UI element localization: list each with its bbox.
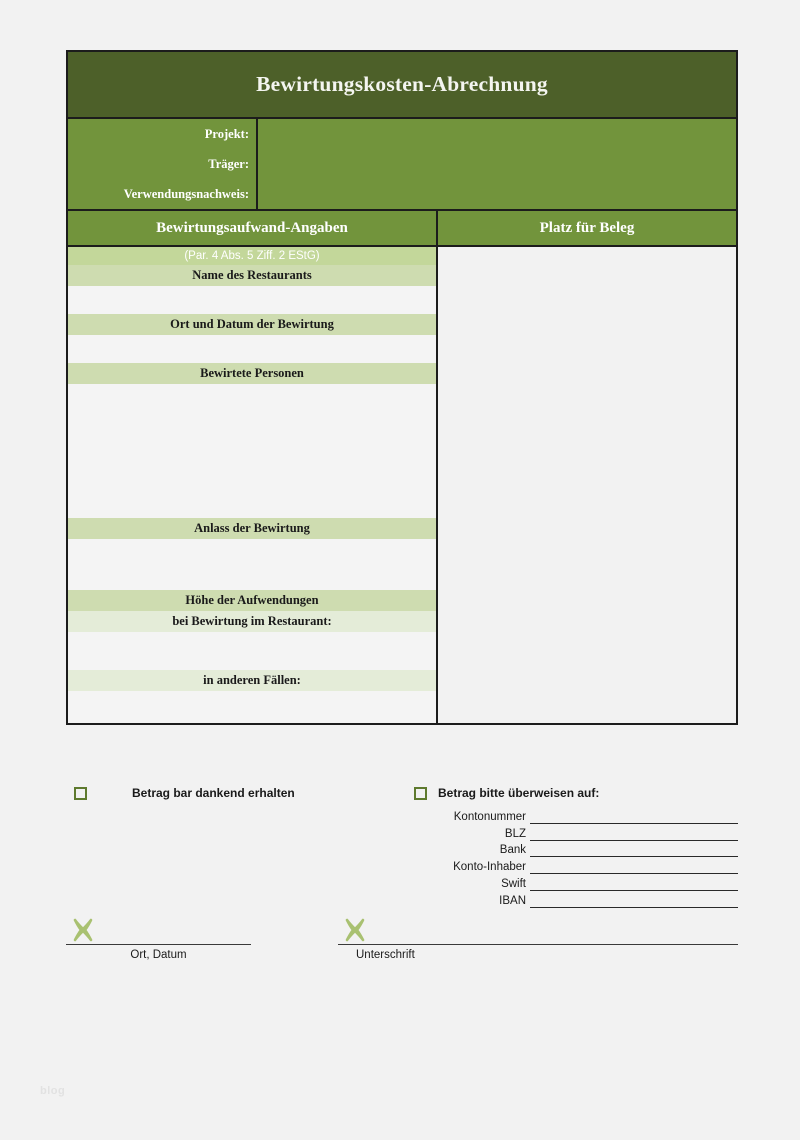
bank-row-bank: Bank bbox=[414, 841, 738, 858]
field-input-restaurant-name[interactable] bbox=[68, 286, 436, 314]
page-title: Bewirtungskosten-Abrechnung bbox=[256, 72, 548, 96]
receipt-attachment-area[interactable] bbox=[438, 247, 736, 723]
bank-input-konto-inhaber[interactable] bbox=[530, 858, 738, 875]
field-label-entertained-persons: Bewirtete Personen bbox=[68, 363, 436, 384]
angaben-column: (Par. 4 Abs. 5 Ziff. 2 EStG) Name des Re… bbox=[68, 247, 438, 723]
bank-details-group: Kontonummer BLZ Bank Konto-Inhaber Swift… bbox=[414, 807, 738, 908]
field-input-other-cases[interactable] bbox=[68, 691, 436, 723]
field-input-occasion[interactable] bbox=[68, 539, 436, 590]
meta-label-traeger: Träger: bbox=[208, 156, 249, 171]
bank-input-iban[interactable] bbox=[530, 892, 738, 908]
checkbox-cash-received[interactable] bbox=[74, 786, 87, 800]
bank-input-swift[interactable] bbox=[530, 875, 738, 891]
signature-line-place-date[interactable] bbox=[66, 944, 251, 945]
form-body: (Par. 4 Abs. 5 Ziff. 2 EStG) Name des Re… bbox=[68, 247, 736, 723]
meta-input-projekt[interactable] bbox=[258, 119, 736, 149]
signature-x-icon bbox=[338, 918, 738, 944]
meta-band: Projekt: Träger: Verwendungsnachweis: bbox=[68, 119, 736, 211]
signature-block-place-date: Ort, Datum bbox=[66, 918, 251, 961]
field-label-other-cases: in anderen Fällen: bbox=[68, 670, 436, 691]
signature-line-signature[interactable] bbox=[338, 944, 738, 945]
legal-reference-band: (Par. 4 Abs. 5 Ziff. 2 EStG) bbox=[68, 247, 436, 265]
field-input-entertained-persons[interactable] bbox=[68, 384, 436, 518]
cash-payment-option[interactable]: Betrag bar dankend erhalten bbox=[74, 786, 295, 800]
field-label-restaurant-name: Name des Restaurants bbox=[68, 265, 436, 286]
signature-x-icon bbox=[66, 918, 251, 944]
field-input-at-restaurant[interactable] bbox=[68, 632, 436, 670]
bank-row-kontonummer: Kontonummer bbox=[414, 807, 738, 824]
field-label-place-and-date: Ort und Datum der Bewirtung bbox=[68, 314, 436, 335]
meta-input-traeger[interactable] bbox=[258, 149, 736, 179]
checkbox-bank-transfer[interactable] bbox=[414, 786, 427, 800]
bank-row-swift: Swift bbox=[414, 874, 738, 891]
meta-input-verwendungsnachweis[interactable] bbox=[258, 179, 736, 209]
bank-input-bank[interactable] bbox=[530, 841, 738, 858]
bank-row-konto-inhaber: Konto-Inhaber bbox=[414, 857, 738, 875]
page-watermark: blog bbox=[40, 1085, 66, 1097]
cash-payment-label: Betrag bar dankend erhalten bbox=[132, 786, 295, 800]
meta-label-verwendungsnachweis: Verwendungsnachweis: bbox=[123, 186, 249, 201]
expense-form-table: Bewirtungskosten-Abrechnung Projekt: Trä… bbox=[66, 50, 738, 725]
bank-transfer-label: Betrag bitte überweisen auf: bbox=[438, 786, 600, 800]
signature-caption-signature: Unterschrift bbox=[356, 949, 415, 961]
column-header-row: Bewirtungsaufwand-Angaben Platz für Bele… bbox=[68, 211, 736, 247]
bank-row-blz: BLZ bbox=[414, 824, 738, 841]
field-label-expense-amount: Höhe der Aufwendungen bbox=[68, 590, 436, 611]
meta-value-column bbox=[258, 119, 736, 209]
form-title-band: Bewirtungskosten-Abrechnung bbox=[68, 52, 736, 119]
meta-label-projekt: Projekt: bbox=[204, 126, 249, 141]
signature-block-signature: Unterschrift bbox=[338, 918, 738, 961]
signature-caption-place-date: Ort, Datum bbox=[130, 949, 187, 961]
bank-input-kontonummer[interactable] bbox=[530, 808, 738, 824]
column-header-beleg: Platz für Beleg bbox=[539, 219, 635, 236]
meta-label-column: Projekt: Träger: Verwendungsnachweis: bbox=[68, 119, 258, 209]
field-label-occasion: Anlass der Bewirtung bbox=[68, 518, 436, 539]
field-input-place-and-date[interactable] bbox=[68, 335, 436, 363]
bank-transfer-option[interactable]: Betrag bitte überweisen auf: bbox=[414, 786, 599, 800]
bank-input-blz[interactable] bbox=[530, 825, 738, 841]
bank-row-iban: IBAN bbox=[414, 891, 738, 908]
field-label-at-restaurant: bei Bewirtung im Restaurant: bbox=[68, 611, 436, 632]
column-header-angaben: Bewirtungsaufwand-Angaben bbox=[68, 211, 438, 245]
